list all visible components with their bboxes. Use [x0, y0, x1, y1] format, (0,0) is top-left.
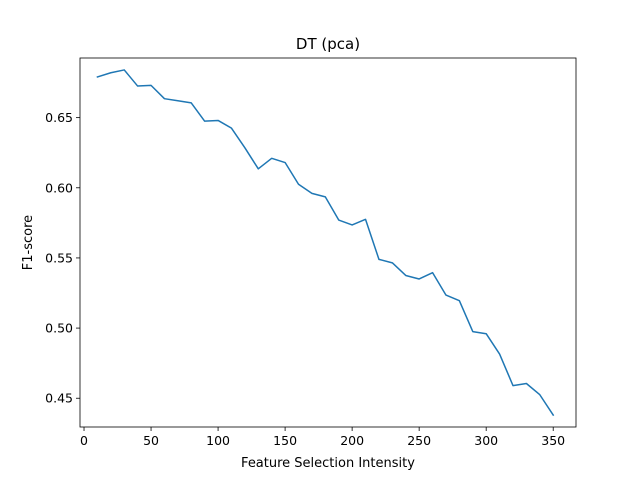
x-tick-label: 250	[407, 433, 431, 448]
y-tick-label: 0.60	[45, 180, 73, 195]
y-tick-label: 0.65	[45, 110, 73, 125]
x-tick-label: 200	[340, 433, 364, 448]
series-line	[96, 69, 555, 417]
y-tick-label: 0.50	[45, 321, 73, 336]
x-tick-label: 0	[80, 433, 88, 448]
plot-area	[80, 58, 576, 427]
x-tick-label: 300	[474, 433, 498, 448]
y-tick-label: 0.45	[45, 391, 73, 406]
plot-frame	[79, 57, 577, 428]
x-tick-label: 350	[541, 433, 565, 448]
y-tick-label: 0.55	[45, 250, 73, 265]
x-axis-label: Feature Selection Intensity	[241, 456, 415, 471]
chart-title: DT (pca)	[296, 35, 360, 53]
x-tick-label: 50	[143, 433, 159, 448]
ticks-layer: 0 50 100 150 200 250 300 350 0.45 0.50 0.55 0.60 0.6…	[45, 110, 565, 448]
x-tick-label: 150	[273, 433, 297, 448]
x-tick-label: 100	[206, 433, 230, 448]
y-axis-label: F1-score	[21, 215, 36, 270]
